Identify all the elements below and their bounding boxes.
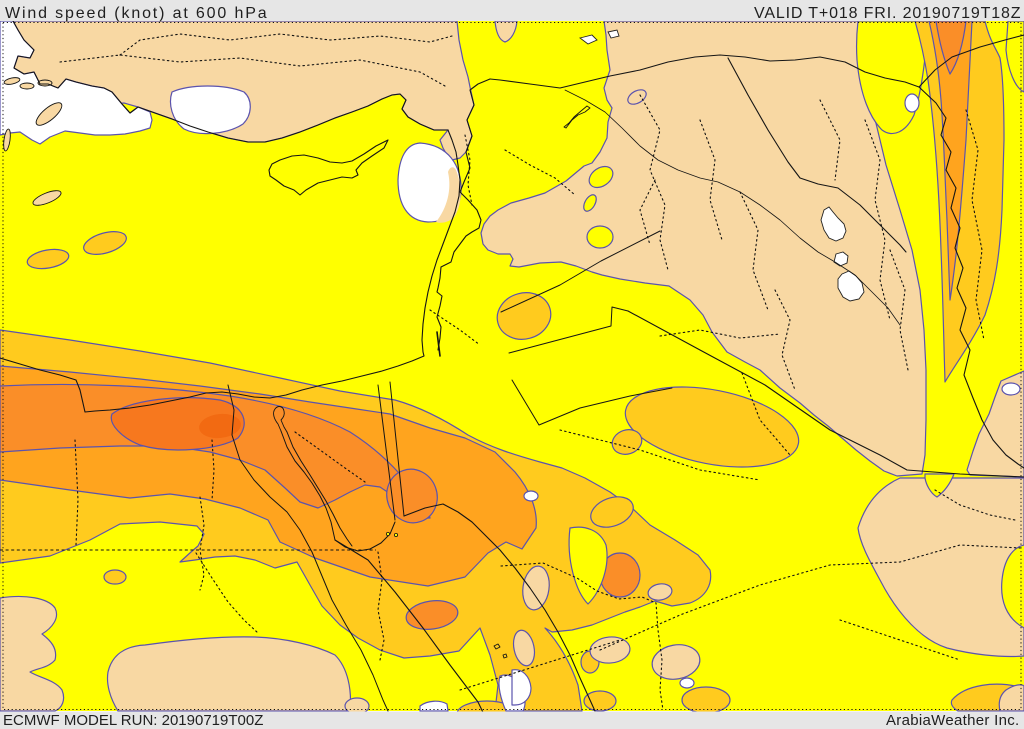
svg-text:VALID T+018 FRI. 20190719T18Z: VALID T+018 FRI. 20190719T18Z (754, 5, 1021, 22)
svg-text:ArabiaWeather Inc.: ArabiaWeather Inc. (886, 712, 1020, 729)
svg-text:Wind speed (knot) at 600 hPa: Wind speed (knot) at 600 hPa (5, 5, 268, 22)
svg-text:ECMWF MODEL RUN: 20190719T00Z: ECMWF MODEL RUN: 20190719T00Z (3, 712, 263, 729)
